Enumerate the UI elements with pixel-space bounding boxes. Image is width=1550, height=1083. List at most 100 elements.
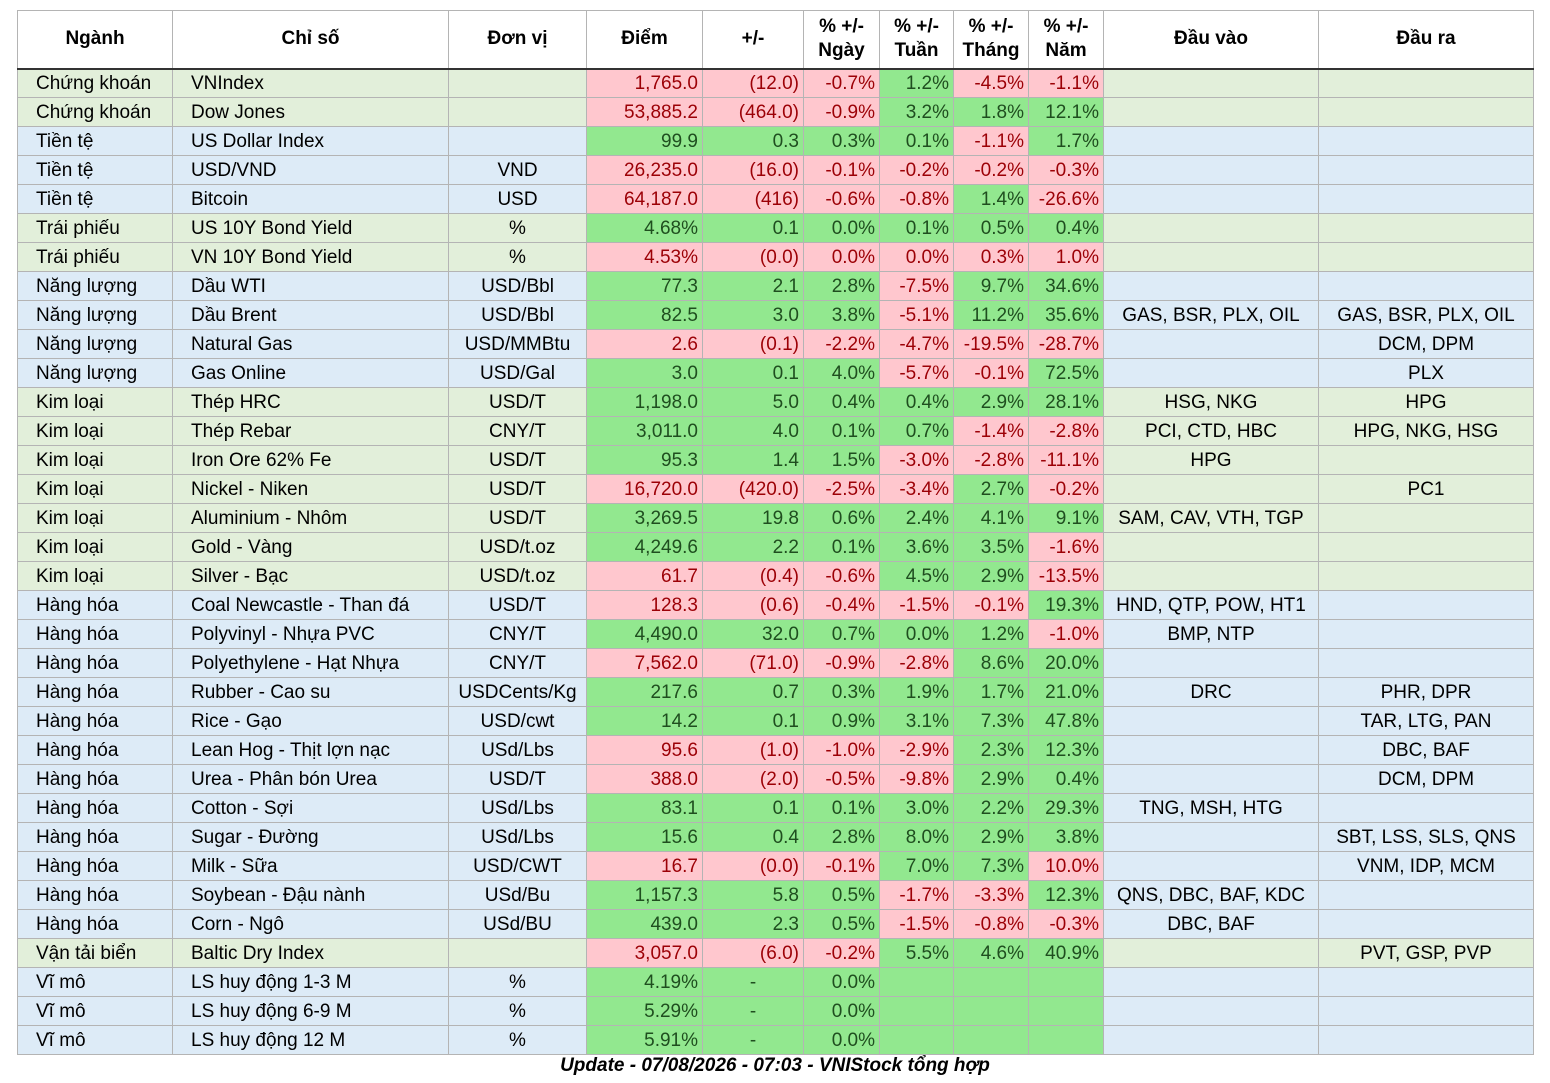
cell-pct-month: 9.7% (953, 271, 1029, 301)
cell-pct-month: 4.1% (953, 503, 1029, 533)
cell-points: 4,490.0 (586, 619, 703, 649)
cell-pct-year: 47.8% (1028, 706, 1104, 736)
cell-points: 14.2 (586, 706, 703, 736)
cell-pct-week (879, 1025, 954, 1055)
cell-pct-month: 8.6% (953, 648, 1029, 678)
cell-output (1318, 561, 1534, 591)
cell-index: Polyvinyl - Nhựa PVC (172, 619, 449, 649)
cell-pct-week: 4.5% (879, 561, 954, 591)
cell-pct-week: -7.5% (879, 271, 954, 301)
cell-pct-day: 0.0% (803, 1025, 880, 1055)
cell-pct-month: 1.7% (953, 677, 1029, 707)
cell-pct-month: -1.1% (953, 126, 1029, 156)
cell-pct-day: -0.5% (803, 764, 880, 794)
cell-pct-day: 3.8% (803, 300, 880, 330)
cell-pct-year: 35.6% (1028, 300, 1104, 330)
cell-sector: Hàng hóa (17, 822, 173, 852)
cell-unit (448, 68, 587, 98)
header-row: Ngành Chỉ số Đơn vị Điểm +/- % +/- Ngày %… (17, 10, 1534, 69)
table-row: Chứng khoán Dow Jones 53,885.2 (464.0) -0.9%… (17, 97, 1534, 127)
cell-change: 0.1 (702, 213, 804, 243)
cell-pct-month: 11.2% (953, 300, 1029, 330)
cell-points: 388.0 (586, 764, 703, 794)
cell-change: (1.0) (702, 735, 804, 765)
cell-pct-month: -4.5% (953, 68, 1029, 98)
cell-change: (0.1) (702, 329, 804, 359)
cell-pct-day: 2.8% (803, 822, 880, 852)
cell-pct-year: -0.3% (1028, 909, 1104, 939)
cell-unit: USD/T (448, 445, 587, 475)
table-header: Ngành Chỉ số Đơn vị Điểm +/- % +/- Ngày %… (17, 10, 1534, 69)
cell-output (1318, 793, 1534, 823)
header-pct-year: % +/- Năm (1028, 10, 1104, 69)
cell-pct-day: 4.0% (803, 358, 880, 388)
table-row: Kim loại Aluminium - Nhôm USD/T 3,269.5 19.8… (17, 503, 1534, 533)
cell-pct-year: -28.7% (1028, 329, 1104, 359)
cell-pct-year (1028, 967, 1104, 997)
cell-change: (464.0) (702, 97, 804, 127)
table-row: Kim loại Silver - Bạc USD/t.oz 61.7 (0.4) -0.… (17, 561, 1534, 591)
cell-sector: Tiền tệ (17, 126, 173, 156)
cell-pct-week: -5.7% (879, 358, 954, 388)
cell-input (1103, 735, 1319, 765)
table-row: Hàng hóa Rubber - Cao su USDCents/Kg 217.6 0… (17, 677, 1534, 707)
cell-unit: USD/Bbl (448, 271, 587, 301)
cell-index: Silver - Bạc (172, 561, 449, 591)
cell-pct-day: 0.1% (803, 532, 880, 562)
table-row: Hàng hóa Urea - Phân bón Urea USD/T 388.0 (2… (17, 764, 1534, 794)
cell-output (1318, 242, 1534, 272)
cell-input (1103, 213, 1319, 243)
cell-pct-week (879, 967, 954, 997)
cell-unit: USD/T (448, 474, 587, 504)
cell-unit: USd/BU (448, 909, 587, 939)
cell-index: Urea - Phân bón Urea (172, 764, 449, 794)
cell-pct-year: -26.6% (1028, 184, 1104, 214)
cell-output (1318, 996, 1534, 1026)
cell-sector: Hàng hóa (17, 909, 173, 939)
cell-unit (448, 938, 587, 968)
cell-change: (6.0) (702, 938, 804, 968)
cell-output: PC1 (1318, 474, 1534, 504)
cell-change: (0.6) (702, 590, 804, 620)
cell-pct-week: 0.0% (879, 619, 954, 649)
cell-pct-month: -1.4% (953, 416, 1029, 446)
cell-unit: USD/T (448, 503, 587, 533)
cell-sector: Vĩ mô (17, 1025, 173, 1055)
table-row: Hàng hóa Polyvinyl - Nhựa PVC CNY/T 4,490.0… (17, 619, 1534, 649)
cell-pct-month: -0.2% (953, 155, 1029, 185)
cell-unit: VND (448, 155, 587, 185)
cell-pct-week: 1.2% (879, 68, 954, 98)
cell-output (1318, 213, 1534, 243)
cell-index: Baltic Dry Index (172, 938, 449, 968)
cell-pct-week: 1.9% (879, 677, 954, 707)
cell-index: LS huy động 6-9 M (172, 996, 449, 1026)
table-row: Hàng hóa Cotton - Sợi USd/Lbs 83.1 0.1 0.1% 3.… (17, 793, 1534, 823)
cell-pct-week: -3.0% (879, 445, 954, 475)
market-table: Ngành Chỉ số Đơn vị Điểm +/- % +/- Ngày %… (17, 10, 1534, 1055)
cell-unit: USd/Bu (448, 880, 587, 910)
cell-unit: CNY/T (448, 648, 587, 678)
table-row: Trái phiếu US 10Y Bond Yield% 4.68% 0.1 0.0%… (17, 213, 1534, 243)
cell-input (1103, 532, 1319, 562)
cell-pct-week: -0.2% (879, 155, 954, 185)
footer-note: Update - 07/08/2026 - 07:03 - VNIStock t… (560, 1055, 990, 1076)
cell-change: 0.4 (702, 822, 804, 852)
cell-pct-year: 0.4% (1028, 213, 1104, 243)
table-row: Tiền tệ Bitcoin USD 64,187.0 (416) -0.6% -0.8%… (17, 184, 1534, 214)
cell-pct-year: 40.9% (1028, 938, 1104, 968)
cell-input (1103, 271, 1319, 301)
cell-input (1103, 764, 1319, 794)
cell-pct-year: 34.6% (1028, 271, 1104, 301)
cell-sector: Kim loại (17, 503, 173, 533)
cell-pct-day: -0.7% (803, 68, 880, 98)
cell-pct-day: 0.7% (803, 619, 880, 649)
cell-input: PCI, CTD, HBC (1103, 416, 1319, 446)
cell-index: LS huy động 1-3 M (172, 967, 449, 997)
cell-pct-day: -0.6% (803, 561, 880, 591)
cell-pct-year: 0.4% (1028, 764, 1104, 794)
cell-pct-year: 3.8% (1028, 822, 1104, 852)
cell-points: 439.0 (586, 909, 703, 939)
cell-output: PLX (1318, 358, 1534, 388)
cell-index: Dầu WTI (172, 271, 449, 301)
cell-input (1103, 561, 1319, 591)
